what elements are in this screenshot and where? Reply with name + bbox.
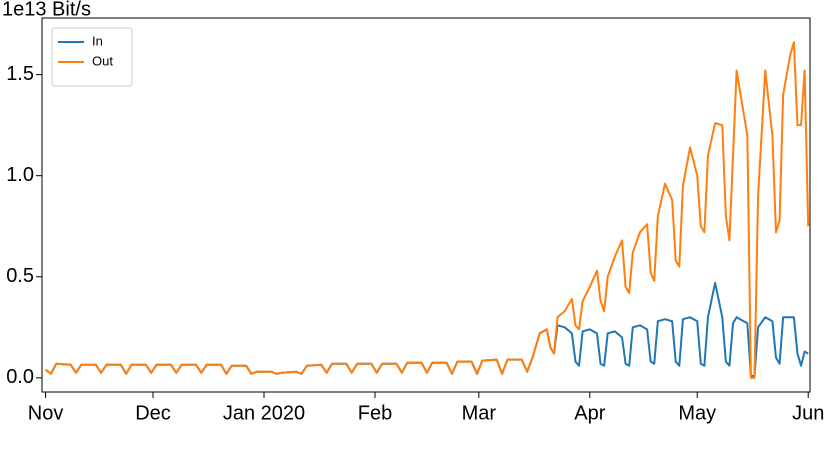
y-tick-label: 1.0 bbox=[6, 164, 34, 186]
y-tick-label: 1.5 bbox=[6, 63, 34, 85]
legend-label: In bbox=[92, 33, 103, 48]
x-tick-label: Mar bbox=[462, 402, 497, 424]
x-tick-label: May bbox=[678, 402, 716, 424]
line-series bbox=[44, 41, 810, 379]
y-tick-label: 0.0 bbox=[6, 366, 34, 388]
x-tick-label: Nov bbox=[28, 402, 64, 424]
x-tick-label: Apr bbox=[574, 402, 605, 424]
legend-label: Out bbox=[92, 53, 113, 68]
x-tick-label: Dec bbox=[135, 402, 171, 424]
line-series bbox=[44, 281, 809, 377]
y-axis-label: 1e13 Bit/s bbox=[2, 0, 91, 20]
plot-frame bbox=[41, 17, 811, 393]
x-tick-label: Jan 2020 bbox=[223, 402, 305, 424]
x-tick-label: Feb bbox=[358, 402, 392, 424]
y-tick-label: 0.5 bbox=[6, 265, 34, 287]
x-tick-label: Jun bbox=[792, 402, 824, 424]
